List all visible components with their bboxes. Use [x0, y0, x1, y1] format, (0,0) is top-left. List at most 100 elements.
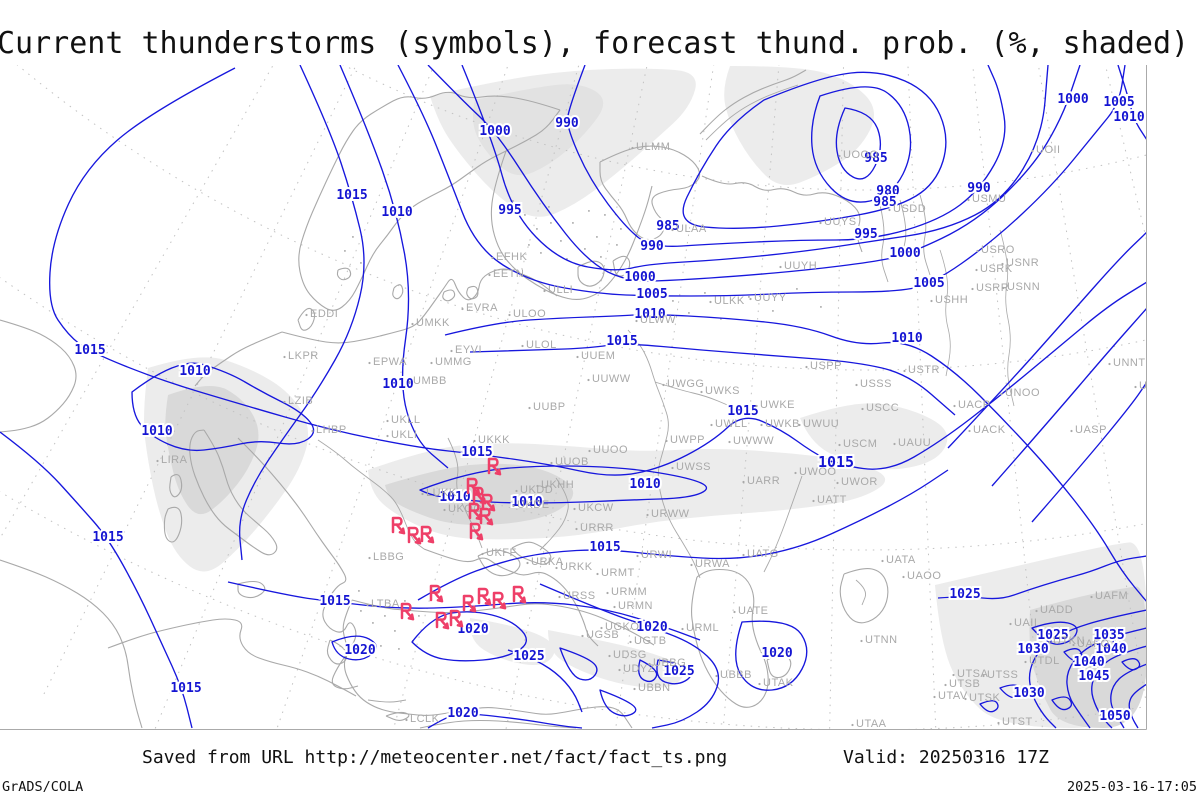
station-label: UDSG [613, 649, 647, 661]
station-label: UNBB [1139, 380, 1172, 392]
probability-shade-region [469, 618, 555, 666]
coastline [705, 84, 799, 141]
station-marker [662, 383, 665, 387]
isobar-label: 1020 [447, 706, 478, 721]
station-marker [596, 572, 599, 576]
station-label: EDDI [310, 308, 338, 320]
coastline [490, 150, 653, 301]
coastline [107, 618, 357, 697]
isobar-label: 1025 [949, 587, 980, 602]
station-marker [581, 634, 584, 638]
probability-shade-region [800, 403, 948, 470]
coastline [627, 329, 701, 579]
coastline [919, 194, 931, 276]
lake-speckle [404, 600, 406, 602]
coastline [281, 268, 558, 344]
thunderstorm-symbol [479, 507, 494, 526]
station-marker [488, 273, 491, 277]
probability-shade-region [724, 66, 874, 185]
station-marker [964, 697, 967, 701]
isobar-contour [427, 65, 1081, 282]
station-label: UKHH [541, 479, 574, 491]
coastline [237, 580, 266, 599]
lake-speckle [616, 244, 618, 246]
station-marker [411, 322, 414, 326]
coastline [194, 331, 283, 387]
station-label: UMMG [435, 356, 472, 368]
station-label: LIRA [161, 454, 188, 466]
lake-speckle [720, 318, 722, 320]
station-marker [1001, 262, 1004, 266]
lake-speckle [550, 222, 552, 224]
station-label: UUYS [824, 216, 857, 228]
station-label: UWWW [733, 435, 774, 447]
station-label: UBBN [638, 682, 671, 694]
station-marker [608, 654, 611, 658]
station-marker [710, 423, 713, 427]
station-marker [700, 390, 703, 394]
lake-speckle [512, 200, 514, 202]
station-label: USDD [893, 203, 926, 215]
station-marker [558, 595, 561, 599]
station-marker [742, 553, 745, 557]
station-label: UBBG [653, 657, 686, 669]
isobar-label: 1020 [636, 620, 667, 635]
station-label: UAFM [1095, 590, 1128, 602]
coastline [511, 541, 552, 565]
station-label: UWLL [715, 418, 748, 430]
station-label: UAOO [907, 570, 941, 582]
station-marker [1048, 640, 1051, 644]
thunderstorm-symbol [429, 584, 444, 603]
thunderstorm-symbol [492, 591, 507, 610]
station-marker [855, 383, 858, 387]
station-marker [283, 400, 286, 404]
station-marker [1009, 622, 1012, 626]
lake-speckle [344, 250, 346, 252]
station-label: URMM [611, 586, 647, 598]
station-marker [902, 575, 905, 579]
station-label: UATG [747, 548, 779, 560]
thunderstorm-symbol [449, 609, 464, 628]
isobar-contour [411, 611, 527, 662]
station-marker [671, 228, 674, 232]
station-label: UADD [1040, 604, 1073, 616]
station-label: UUWW [592, 373, 631, 385]
lake-speckle [584, 248, 586, 250]
isobar-label: 1015 [74, 343, 105, 358]
coastline [839, 568, 889, 624]
isobar-contour [682, 71, 947, 229]
station-label: UACP [958, 399, 991, 411]
station-marker [550, 461, 553, 465]
thunderstorm-symbol [472, 486, 487, 505]
station-label: EVRA [466, 302, 498, 314]
thunderstorm-symbol [420, 525, 435, 544]
station-label: UUEM [581, 350, 615, 362]
station-label: UASP [1075, 424, 1107, 436]
isobar-contour [937, 555, 1147, 600]
station-marker [283, 355, 286, 359]
station-marker [368, 361, 371, 365]
thunderstorm-symbol [469, 522, 484, 541]
station-label: USRK [980, 263, 1013, 275]
station-marker [893, 442, 896, 446]
station-marker [613, 605, 616, 609]
station-marker [851, 723, 854, 727]
station-label: USRO [981, 244, 1015, 256]
isobar-contour [1031, 381, 1147, 523]
isobar-label: 1025 [1037, 628, 1068, 643]
isobar-label: 990 [967, 181, 991, 196]
thunderstorm-symbol [462, 594, 477, 613]
isobar-label: 990 [555, 116, 579, 131]
station-label: UWGG [667, 378, 704, 390]
station-label: USHH [935, 294, 968, 306]
station-label: URWI [641, 549, 672, 561]
station-label: UACK [973, 424, 1006, 436]
isobar-contour [811, 86, 912, 203]
station-marker [794, 471, 797, 475]
station-label: UOII [1036, 144, 1061, 156]
station-label: UKCW [578, 502, 614, 514]
station-marker [976, 249, 979, 253]
isobar-contour [656, 659, 692, 685]
lake-speckle [528, 244, 530, 246]
